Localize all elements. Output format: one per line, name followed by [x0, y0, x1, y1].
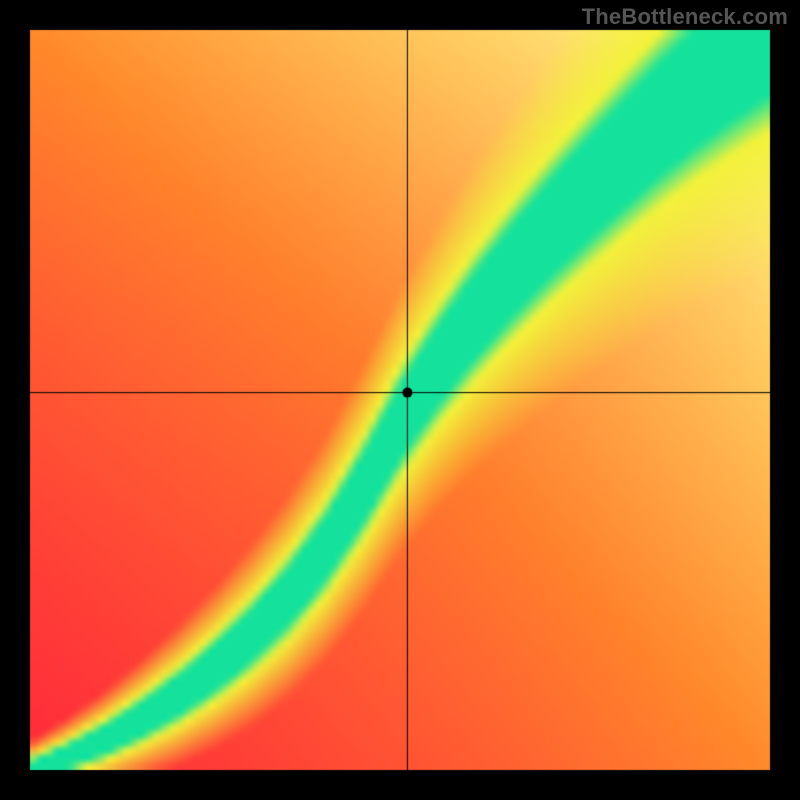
watermark-text: TheBottleneck.com — [582, 4, 788, 30]
chart-container: TheBottleneck.com — [0, 0, 800, 800]
heatmap-canvas — [0, 0, 800, 800]
